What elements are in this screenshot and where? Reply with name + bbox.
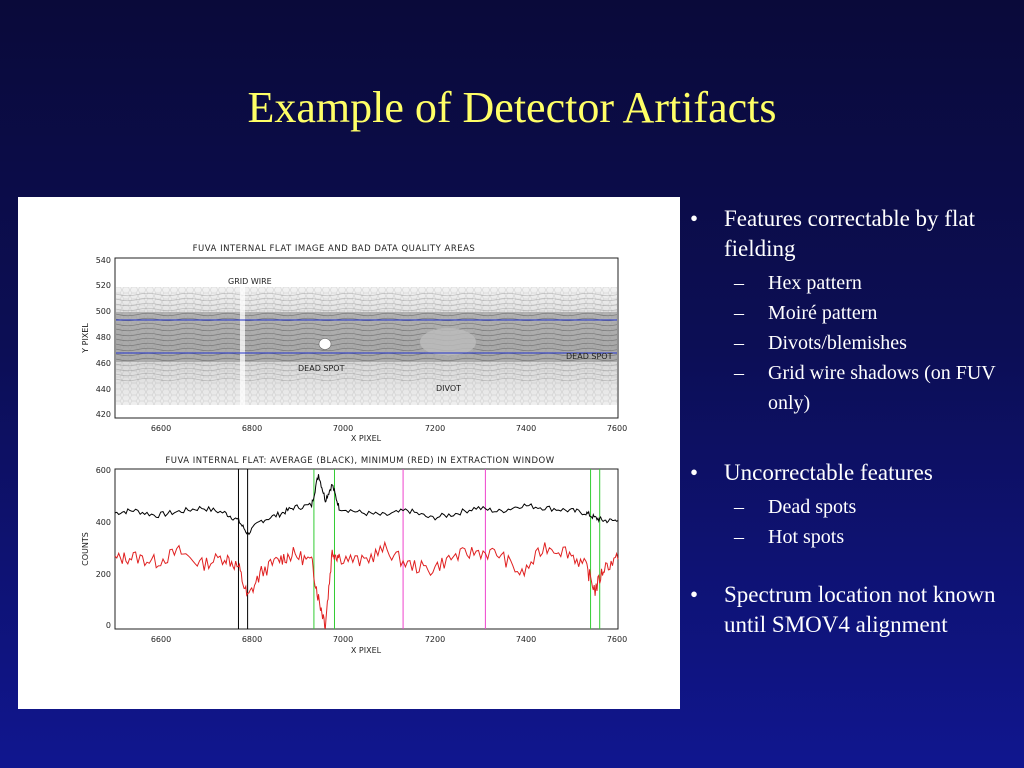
sub-text: Hot spots [768, 526, 845, 548]
bullet-text: Features correctable by flat fielding [724, 206, 975, 261]
bottom-xtick: 7400 [516, 635, 536, 644]
top-ytick: 500 [96, 307, 111, 316]
top-ytick: 540 [96, 256, 111, 265]
top-xtick: 7000 [333, 424, 353, 433]
top-ytick: 420 [96, 410, 111, 419]
top-ylabel: Y PIXEL [81, 323, 90, 354]
bottom-xtick: 7600 [607, 635, 627, 644]
top-ytick: 480 [96, 333, 111, 342]
bullet-item: • Spectrum location not known until SMOV… [688, 580, 1018, 640]
sub-item: – Grid wire shadows (on FUV only) [688, 358, 1018, 418]
bottom-xlabel: X PIXEL [351, 646, 382, 655]
bullet-text: Uncorrectable features [724, 460, 933, 485]
bottom-yticks: 600 400 200 0 [96, 466, 111, 630]
sub-item: – Hex pattern [688, 268, 1018, 298]
bottom-plot-frame [114, 468, 619, 630]
bottom-xtick: 7200 [425, 635, 445, 644]
top-ytick: 460 [96, 359, 111, 368]
bullet-glyph: • [690, 206, 699, 231]
bottom-xticks: 6600 6800 7000 7200 7400 7600 [151, 635, 627, 644]
sub-text: Moiré pattern [768, 302, 878, 324]
top-xticks: 6600 6800 7000 7200 7400 7600 [151, 424, 627, 433]
label-dead-spot: DEAD SPOT [298, 364, 345, 373]
sub-item: – Hot spots [688, 522, 1018, 552]
sub-item: – Moiré pattern [688, 298, 1018, 328]
top-ytick: 440 [96, 385, 111, 394]
bullet-glyph: • [690, 582, 699, 607]
dash-glyph: – [734, 496, 744, 518]
top-xtick: 7200 [425, 424, 445, 433]
sub-text: Hex pattern [768, 272, 862, 294]
minimum-series-line [114, 540, 619, 629]
top-yticks: 540 520 500 480 460 440 420 [96, 256, 111, 419]
bullet-text: Spectrum location not known until SMOV4 … [724, 582, 996, 637]
top-xtick: 7400 [516, 424, 536, 433]
bottom-ytick: 200 [96, 570, 111, 579]
top-xtick: 6600 [151, 424, 171, 433]
sub-item: – Dead spots [688, 492, 1018, 522]
bottom-ytick: 600 [96, 466, 111, 475]
top-ytick: 520 [96, 281, 111, 290]
sub-text: Divots/blemishes [768, 332, 907, 354]
detector-figure: FUVA INTERNAL FLAT IMAGE AND BAD DATA QU… [18, 197, 680, 709]
bottom-xtick: 6600 [151, 635, 171, 644]
bullet-item: • Features correctable by flat fielding [688, 204, 1018, 264]
bottom-xtick: 6800 [242, 635, 262, 644]
bullet-glyph: • [690, 460, 699, 485]
bottom-xtick: 7000 [333, 635, 353, 644]
sub-text: Dead spots [768, 496, 857, 518]
bottom-ylabel: COUNTS [81, 532, 90, 566]
bottom-ytick: 400 [96, 518, 111, 527]
label-divot: DIVOT [436, 384, 461, 393]
top-xlabel: X PIXEL [351, 434, 382, 443]
slide-title: Example of Detector Artifacts [247, 83, 777, 132]
sub-item: – Divots/blemishes [688, 328, 1018, 358]
dash-glyph: – [734, 332, 744, 354]
bullet-item: • Uncorrectable features [688, 458, 1018, 488]
dash-glyph: – [734, 272, 744, 294]
dash-glyph: – [734, 526, 744, 548]
top-xtick: 7600 [607, 424, 627, 433]
bottom-plot-title: FUVA INTERNAL FLAT: AVERAGE (BLACK), MIN… [165, 456, 554, 466]
bottom-ytick: 0 [106, 621, 111, 630]
top-plot-title: FUVA INTERNAL FLAT IMAGE AND BAD DATA QU… [193, 244, 476, 254]
vertical-markers [237, 469, 601, 629]
figure-svg: FUVA INTERNAL FLAT IMAGE AND BAD DATA QU… [81, 244, 627, 655]
label-grid-wire: GRID WIRE [228, 277, 272, 286]
average-series-line [114, 474, 619, 536]
top-xtick: 6800 [242, 424, 262, 433]
sub-text: Grid wire shadows (on FUV only) [768, 362, 996, 414]
flat-field-image [116, 287, 617, 405]
label-dead-spot-right: DEAD SPOT [566, 352, 613, 361]
dash-glyph: – [734, 362, 744, 384]
dash-glyph: – [734, 302, 744, 324]
bullet-list: • Features correctable by flat fielding … [688, 204, 1018, 640]
